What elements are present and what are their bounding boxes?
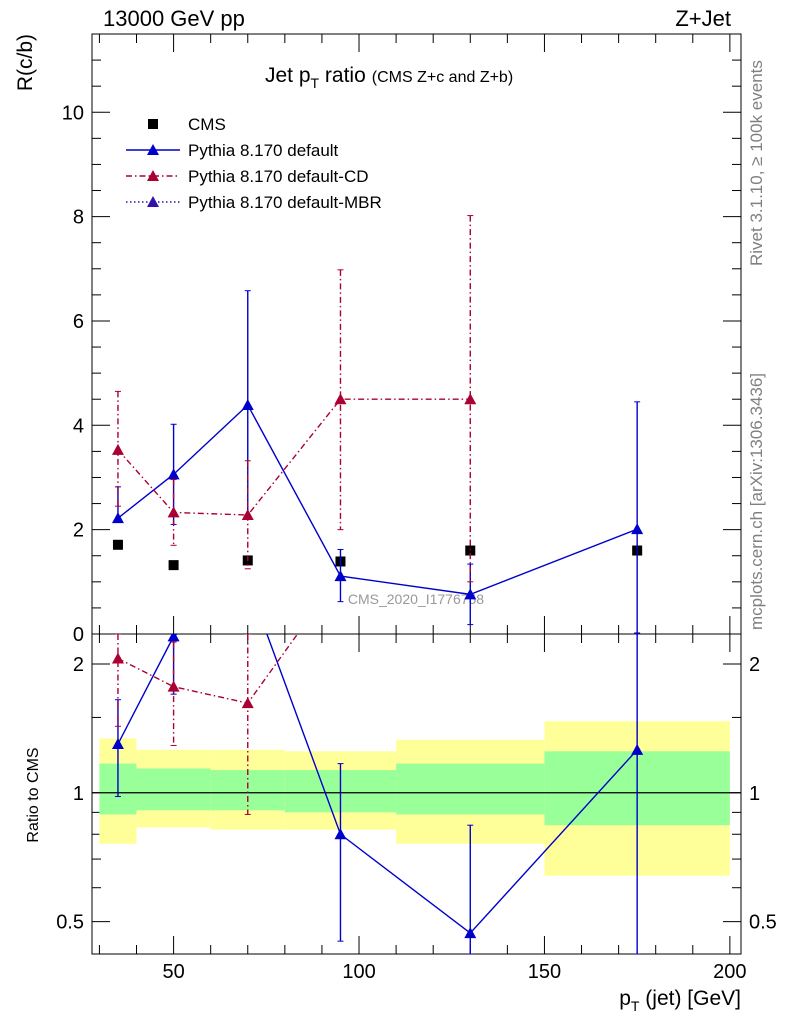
x-axis-label: pT (jet) [GeV] — [619, 987, 741, 1014]
ratio-point-cd — [241, 697, 254, 709]
header-left: 13000 GeV pp — [103, 6, 245, 31]
main-ytick-label: 2 — [73, 520, 84, 542]
main-ytick-label: 6 — [73, 311, 84, 333]
legend-label-default: Pythia 8.170 default — [188, 141, 339, 160]
main-point-cd — [111, 443, 124, 455]
ratio-point-cd — [111, 652, 124, 664]
main-line-default — [117, 403, 638, 596]
xlabel-sub: T — [631, 998, 640, 1014]
xtick-label: 100 — [342, 961, 375, 983]
legend-label-mbr: Pythia 8.170 default-MBR — [188, 193, 382, 212]
xtick-label: 50 — [162, 961, 184, 983]
ratio-panel-frame — [91, 633, 742, 955]
main-data-marks — [111, 215, 644, 634]
main-point-default — [111, 512, 124, 524]
ratio-point-default — [334, 828, 347, 840]
band-inner — [396, 763, 545, 815]
watermark: CMS_2020_I1776758 — [348, 591, 484, 607]
title-main: Jet p — [265, 64, 311, 87]
xtick-label: 150 — [528, 961, 561, 983]
main-axis-ticks: 0 2 4 6 8 10 — [62, 34, 741, 646]
xlabel-main: p — [619, 987, 631, 1010]
header-right: Z+Jet — [675, 6, 731, 31]
legend-marker-default — [147, 144, 159, 155]
mcplots-label: mcplots.cern.ch [arXiv:1306.3436] — [747, 373, 766, 630]
ratio-ytick-label-left: 1 — [73, 783, 84, 805]
legend-marker-mbr — [147, 196, 159, 207]
main-point-cms — [465, 545, 476, 556]
ratio-ylabel: Ratio to CMS — [25, 747, 42, 842]
legend-label-cd: Pythia 8.170 default-CD — [188, 167, 369, 186]
ratio-point-default — [631, 743, 644, 755]
xtick-label: 200 — [713, 961, 746, 983]
main-title: Jet pT ratio (CMS Z+c and Z+b) — [265, 64, 513, 91]
main-point-default — [464, 588, 477, 600]
ratio-ytick-label-right: 0.5 — [749, 912, 777, 934]
ratio-point-default — [464, 927, 477, 939]
band-inner — [136, 768, 211, 811]
rivet-label: Rivet 3.1.10, ≥ 100k events — [747, 60, 766, 266]
ratio-point-default — [111, 738, 124, 750]
main-ytick-label: 10 — [62, 102, 84, 124]
xlabel-rest: (jet) [GeV] — [639, 987, 741, 1010]
ratio-ytick-label-right: 2 — [749, 654, 760, 676]
ratio-line-default — [117, 634, 638, 935]
main-point-cd — [334, 393, 347, 405]
ratio-data-marks — [111, 634, 644, 954]
main-ytick-label: 0 — [73, 624, 84, 646]
main-point-default — [241, 398, 254, 410]
main-point-default — [167, 468, 180, 480]
title-sub: T — [311, 75, 320, 91]
main-point-cd — [241, 509, 254, 521]
main-point-default — [334, 570, 347, 582]
legend: CMS Pythia 8.170 default Pythia 8.170 defa… — [126, 115, 382, 212]
main-ytick-label: 8 — [73, 207, 84, 229]
ratio-ytick-label-left: 2 — [73, 654, 84, 676]
ratio-axis-ticks: 0.5 0.5 1 1 2 2 50 100 150 200 — [56, 634, 777, 983]
ratio-ytick-label-right: 1 — [749, 783, 760, 805]
legend-label-cms: CMS — [188, 115, 226, 134]
title-rest: ratio — [319, 64, 366, 87]
legend-marker-cms — [148, 119, 158, 129]
main-point-cd — [464, 393, 477, 405]
legend-marker-cd — [147, 170, 159, 181]
ratio-line-cd — [117, 634, 299, 704]
main-point-cd — [167, 506, 180, 518]
main-ylabel: R(c/b) — [14, 34, 37, 91]
main-point-cms — [112, 539, 123, 550]
main-point-default — [631, 523, 644, 535]
main-line-cd — [117, 398, 471, 516]
main-point-cms — [168, 560, 179, 571]
ratio-point-cd — [167, 680, 180, 692]
ratio-ytick-label-left: 0.5 — [56, 912, 84, 934]
title-extra: (CMS Z+c and Z+b) — [372, 69, 513, 86]
ratio-uncertainty-bands — [92, 721, 741, 876]
band-inner — [210, 770, 285, 811]
ratio-point-default — [167, 634, 180, 642]
main-ytick-label: 4 — [73, 415, 84, 437]
